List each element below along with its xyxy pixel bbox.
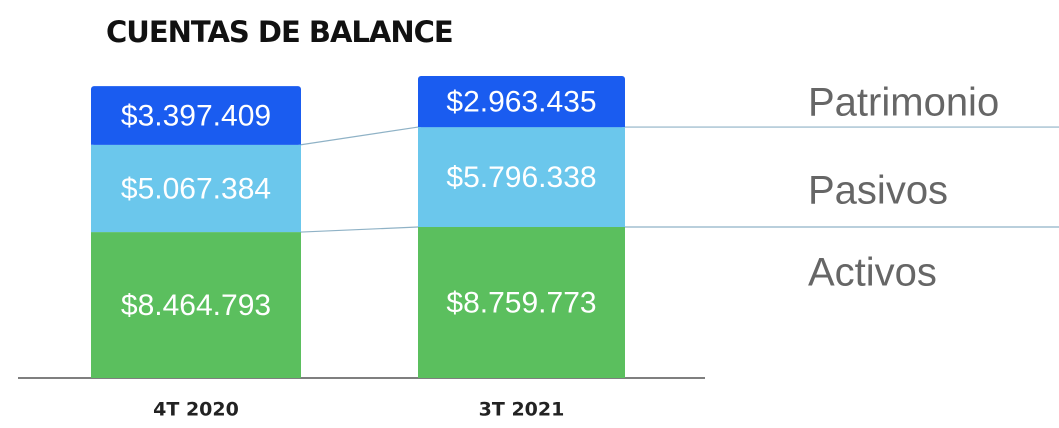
connector xyxy=(300,126,419,146)
x-tick-label: 4T 2020 xyxy=(153,399,239,421)
value-label: $8.464.793 xyxy=(121,289,271,322)
bar-segment xyxy=(418,127,625,227)
value-label: $2.963.435 xyxy=(446,85,596,118)
connector xyxy=(300,226,419,233)
bar-segment-fill xyxy=(418,80,625,128)
legend-label: Activos xyxy=(808,251,937,295)
value-label: $5.796.338 xyxy=(446,161,596,194)
legend-label: Pasivos xyxy=(808,169,948,213)
legend-label: Patrimonio xyxy=(808,81,999,125)
bar-segment-fill xyxy=(91,90,301,145)
bar-segment xyxy=(418,227,625,378)
value-label: $3.397.409 xyxy=(121,99,271,132)
x-tick-label: 3T 2021 xyxy=(479,399,565,421)
bar-segment xyxy=(91,144,301,233)
bar-segment xyxy=(91,232,301,378)
value-label: $8.759.773 xyxy=(446,286,596,319)
value-label: $5.067.384 xyxy=(121,172,271,205)
chart-title: CUENTAS DE BALANCE xyxy=(106,15,453,49)
